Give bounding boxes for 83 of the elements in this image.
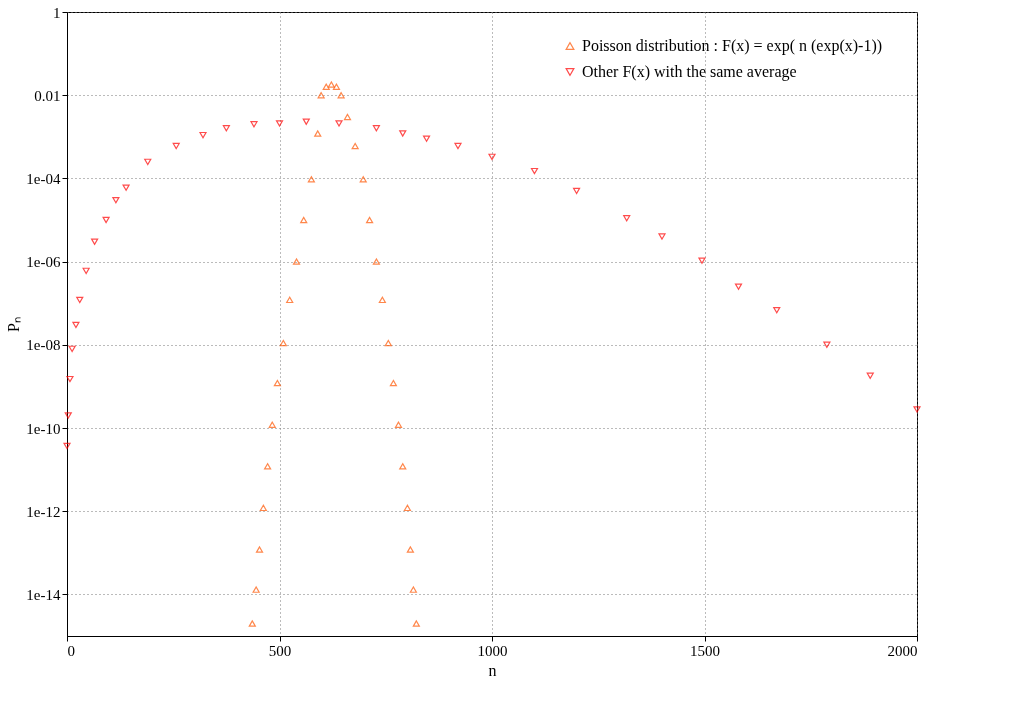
y-tick-label: 1: [53, 4, 61, 21]
point: [337, 92, 345, 99]
point: [658, 233, 666, 240]
point: [454, 142, 462, 150]
y-tick-label: 1e-06: [26, 254, 61, 271]
point: [389, 379, 397, 387]
point: [412, 620, 420, 627]
point: [734, 283, 743, 290]
point: [76, 296, 84, 304]
point: [91, 238, 99, 245]
y-tick-label: 1e-10: [26, 420, 61, 437]
point: [264, 463, 272, 470]
legend-label: Poisson distribution : F(x) = exp( n (exp(x)-1)): [582, 37, 883, 55]
point: [866, 372, 874, 379]
point: [302, 118, 310, 125]
point: [273, 379, 281, 387]
x-tick-label: 0: [67, 642, 75, 659]
y-tick-label: 1e-14: [26, 586, 61, 603]
legend-label: Other F(x) with the same average: [582, 63, 797, 81]
y-axis-title: Pₙ: [5, 317, 23, 332]
point: [372, 258, 380, 265]
point: [300, 216, 308, 224]
y-tick-label: 1e-04: [26, 170, 61, 187]
point: [332, 83, 341, 90]
point: [823, 341, 831, 348]
point: [307, 176, 315, 183]
x-tick-label: 1000: [477, 642, 508, 659]
point: [399, 130, 407, 137]
point: [82, 267, 90, 275]
point: [773, 306, 781, 314]
point: [351, 142, 359, 150]
y-tick-label: 1e-12: [26, 503, 61, 520]
point: [399, 463, 407, 470]
point: [343, 113, 352, 121]
point: [275, 120, 284, 127]
point: [279, 339, 287, 347]
point: [403, 504, 412, 512]
point: [68, 345, 76, 353]
point: [64, 412, 72, 419]
point: [406, 546, 414, 553]
point: [314, 130, 322, 137]
point: [286, 296, 294, 304]
point: [172, 142, 180, 150]
y-tick-label: 0.01: [34, 87, 61, 104]
point: [422, 135, 431, 142]
point: [359, 176, 367, 183]
point: [488, 153, 496, 161]
y-tick-label: 1e-08: [26, 337, 61, 354]
point: [292, 258, 301, 265]
point: [122, 184, 130, 191]
point: [698, 257, 706, 264]
point: [199, 131, 207, 139]
point: [384, 339, 392, 347]
point: [913, 406, 921, 413]
point: [322, 83, 330, 90]
point: [112, 196, 120, 204]
point: [66, 375, 74, 383]
point: [102, 216, 110, 224]
x-tick-label: 500: [268, 642, 292, 659]
point: [252, 586, 260, 593]
point: [572, 187, 581, 195]
point: [63, 442, 71, 450]
point: [248, 620, 256, 627]
point: [372, 125, 380, 132]
point: [394, 421, 403, 428]
point: [409, 586, 417, 593]
point: [259, 504, 267, 512]
point: [623, 215, 631, 222]
point: [222, 125, 230, 132]
point: [317, 92, 325, 99]
point: [250, 121, 258, 128]
x-tick-label: 2000: [887, 642, 918, 659]
point: [327, 81, 335, 88]
point: [366, 216, 374, 224]
point: [268, 421, 276, 428]
point: [335, 120, 343, 127]
x-tick-label: 1500: [690, 642, 720, 659]
point: [255, 546, 264, 553]
point: [72, 321, 80, 329]
point: [144, 158, 152, 166]
point: [530, 167, 539, 175]
point: [378, 296, 386, 304]
x-axis-title: n: [488, 661, 497, 679]
